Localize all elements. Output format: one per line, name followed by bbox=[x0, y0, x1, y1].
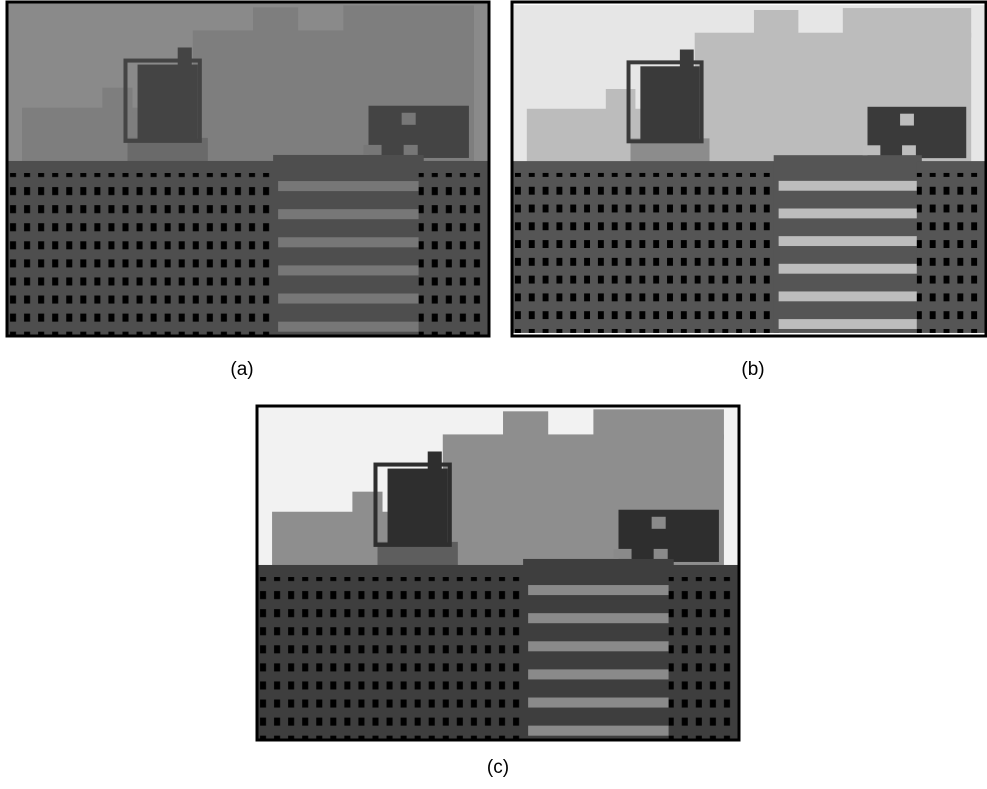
page: {"figure": {"panels": [{"label": "(a)"},… bbox=[0, 0, 987, 784]
figure: (a) (b) (c) bbox=[0, 0, 987, 784]
photo bbox=[257, 406, 739, 739]
panel-caption: (c) bbox=[487, 757, 509, 778]
panel-b: (b) bbox=[512, 2, 986, 380]
panel-a: (a) bbox=[7, 2, 489, 380]
panel-caption: (b) bbox=[741, 359, 764, 380]
photo bbox=[7, 2, 489, 335]
panel-caption: (a) bbox=[230, 359, 253, 380]
photo bbox=[512, 5, 986, 333]
panel-c: (c) bbox=[257, 406, 739, 778]
